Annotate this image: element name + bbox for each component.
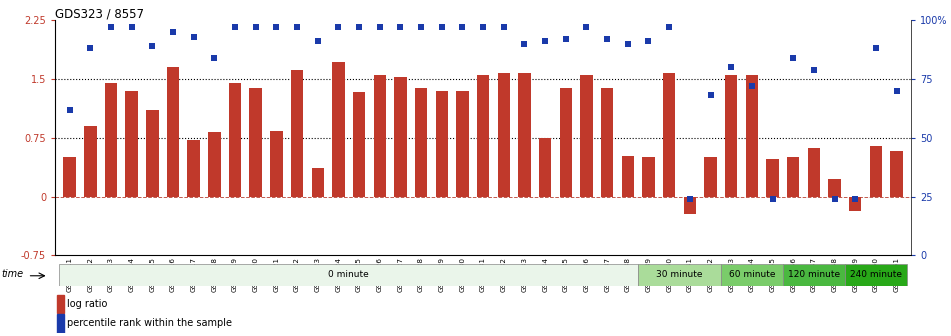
Point bbox=[414, 25, 429, 30]
Point bbox=[206, 55, 222, 60]
Point bbox=[186, 34, 202, 39]
Point bbox=[476, 25, 491, 30]
Bar bbox=[783, 264, 844, 286]
Bar bbox=[249, 88, 262, 197]
Bar bbox=[663, 73, 675, 197]
Bar bbox=[559, 88, 572, 197]
Bar bbox=[456, 91, 469, 197]
Bar bbox=[539, 138, 552, 197]
Bar bbox=[166, 67, 179, 197]
Point bbox=[599, 36, 614, 42]
Text: GDS323 / 8557: GDS323 / 8557 bbox=[55, 7, 145, 20]
Point bbox=[827, 196, 843, 202]
Bar bbox=[767, 159, 779, 197]
Text: time: time bbox=[1, 268, 23, 279]
Point bbox=[455, 25, 470, 30]
Bar bbox=[638, 264, 721, 286]
Bar bbox=[270, 131, 282, 197]
Point bbox=[558, 36, 573, 42]
Point bbox=[83, 46, 98, 51]
Bar bbox=[518, 73, 531, 197]
Point bbox=[847, 196, 863, 202]
Bar bbox=[476, 75, 490, 197]
Point bbox=[496, 25, 512, 30]
Point bbox=[227, 25, 243, 30]
Bar bbox=[844, 264, 907, 286]
Bar bbox=[807, 148, 820, 197]
Text: percentile rank within the sample: percentile rank within the sample bbox=[68, 318, 232, 328]
Bar bbox=[84, 126, 96, 197]
Bar bbox=[105, 83, 117, 197]
Bar bbox=[415, 88, 427, 197]
Bar bbox=[126, 91, 138, 197]
Bar bbox=[497, 73, 510, 197]
Point bbox=[579, 25, 594, 30]
Point bbox=[786, 55, 801, 60]
Text: 30 minute: 30 minute bbox=[656, 270, 703, 279]
Bar bbox=[208, 132, 221, 197]
Text: 60 minute: 60 minute bbox=[728, 270, 775, 279]
Point bbox=[435, 25, 450, 30]
Point bbox=[393, 25, 408, 30]
Bar bbox=[601, 88, 613, 197]
Bar bbox=[57, 295, 64, 313]
Text: log ratio: log ratio bbox=[68, 299, 107, 308]
Bar bbox=[787, 157, 800, 197]
Text: 240 minute: 240 minute bbox=[850, 270, 902, 279]
Bar bbox=[580, 75, 592, 197]
Bar bbox=[59, 264, 638, 286]
Bar bbox=[374, 75, 386, 197]
Bar bbox=[57, 314, 64, 333]
Text: 120 minute: 120 minute bbox=[787, 270, 840, 279]
Point bbox=[289, 25, 304, 30]
Point bbox=[682, 196, 697, 202]
Bar bbox=[870, 145, 883, 197]
Bar bbox=[64, 157, 76, 197]
Text: 0 minute: 0 minute bbox=[328, 270, 369, 279]
Bar bbox=[622, 156, 634, 197]
Point bbox=[724, 65, 739, 70]
Bar bbox=[229, 83, 242, 197]
Point bbox=[516, 41, 532, 46]
Bar bbox=[436, 91, 448, 197]
Point bbox=[662, 25, 677, 30]
Point bbox=[269, 25, 284, 30]
Point bbox=[310, 39, 325, 44]
Bar bbox=[291, 70, 303, 197]
Bar bbox=[684, 197, 696, 214]
Point bbox=[889, 88, 904, 93]
Bar bbox=[746, 75, 758, 197]
Point bbox=[145, 43, 160, 49]
Point bbox=[331, 25, 346, 30]
Point bbox=[868, 46, 883, 51]
Point bbox=[62, 107, 77, 112]
Point bbox=[641, 39, 656, 44]
Bar bbox=[395, 77, 407, 197]
Bar bbox=[828, 179, 841, 197]
Point bbox=[806, 67, 822, 72]
Point bbox=[372, 25, 387, 30]
Point bbox=[703, 93, 718, 98]
Bar bbox=[146, 110, 159, 197]
Point bbox=[124, 25, 139, 30]
Bar bbox=[353, 92, 365, 197]
Bar bbox=[642, 157, 654, 197]
Bar bbox=[849, 197, 862, 211]
Point bbox=[745, 83, 760, 89]
Point bbox=[352, 25, 367, 30]
Point bbox=[104, 25, 119, 30]
Bar bbox=[312, 168, 324, 197]
Bar bbox=[332, 62, 344, 197]
Bar bbox=[721, 264, 783, 286]
Point bbox=[165, 29, 181, 35]
Point bbox=[537, 39, 553, 44]
Bar bbox=[187, 140, 200, 197]
Point bbox=[765, 196, 780, 202]
Point bbox=[620, 41, 635, 46]
Point bbox=[248, 25, 263, 30]
Bar bbox=[890, 151, 902, 197]
Bar bbox=[705, 157, 717, 197]
Bar bbox=[725, 75, 737, 197]
